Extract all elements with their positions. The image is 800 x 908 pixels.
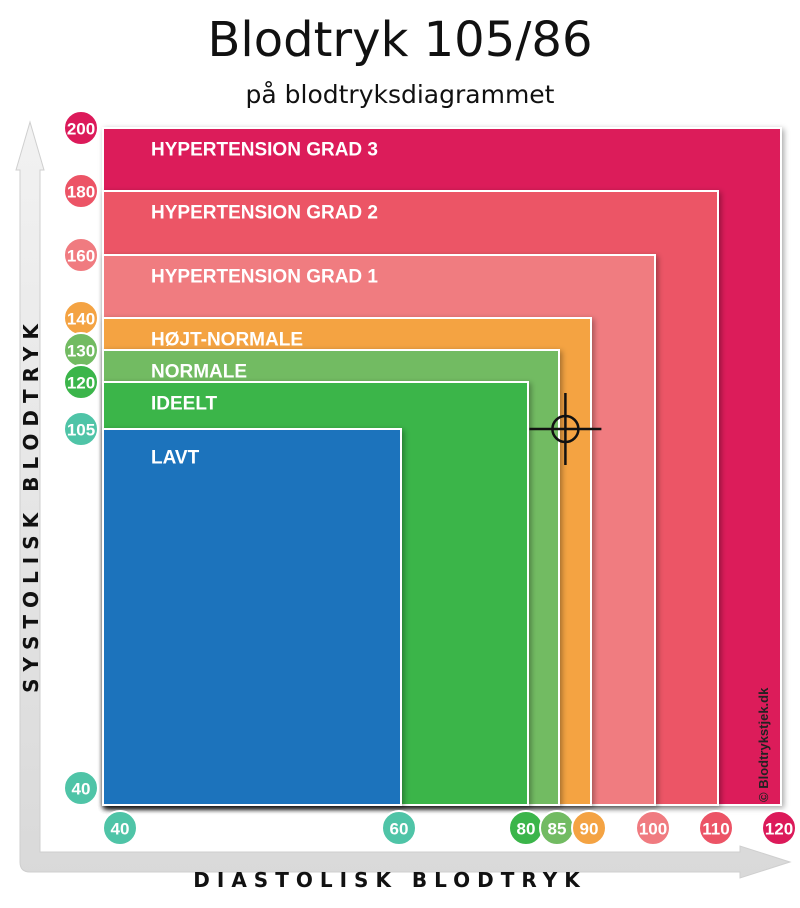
tick-label: 80 [517, 820, 536, 839]
y-tick-130: 130 [63, 332, 99, 368]
tick-label: 180 [67, 183, 95, 202]
zone-label: HYPERTENSION GRAD 1 [151, 267, 378, 288]
tick-label: 160 [67, 247, 95, 266]
zone-label: IDEELT [151, 394, 218, 415]
tick-label: 90 [580, 820, 599, 839]
tick-label: 120 [67, 374, 95, 393]
x-tick-100: 100 [635, 810, 671, 846]
zone-label: HYPERTENSION GRAD 2 [151, 203, 378, 224]
x-axis-title: DIASTOLISK BLODTRYK [193, 868, 586, 892]
y-tick-140: 140 [63, 300, 99, 336]
tick-label: 110 [702, 820, 729, 839]
tick-label: 130 [67, 342, 95, 361]
zone-label: HØJT-NORMALE [151, 330, 303, 351]
tick-label: 105 [67, 421, 95, 440]
tick-label: 120 [765, 820, 793, 839]
chart-subtitle: på blodtryksdiagrammet [245, 80, 555, 109]
zone-lavt [102, 428, 402, 806]
tick-label: 60 [390, 820, 409, 839]
x-tick-85: 85 [539, 810, 575, 846]
chart-title: Blodtryk 105/86 [207, 12, 593, 68]
x-tick-40: 40 [102, 810, 138, 846]
y-tick-105: 105 [63, 411, 99, 447]
y-tick-160: 160 [63, 237, 99, 273]
y-tick-180: 180 [63, 173, 99, 209]
zone-label: LAVT [151, 448, 200, 469]
tick-label: 85 [548, 820, 567, 839]
tick-label: 100 [639, 820, 667, 839]
x-tick-60: 60 [381, 810, 417, 846]
y-tick-120: 120 [63, 364, 99, 400]
x-tick-110: 110 [698, 810, 734, 846]
credit-text: © Blodtrykstjek.dk [756, 687, 771, 802]
tick-label: 140 [67, 310, 95, 329]
tick-label: 40 [72, 780, 91, 799]
zone-label: HYPERTENSION GRAD 3 [151, 140, 378, 161]
y-axis-title: SYSTOLISK BLODTRYK [19, 317, 43, 693]
y-tick-200: 200 [63, 110, 99, 146]
axis-arrow-shape [15, 120, 792, 879]
tick-label: 40 [111, 820, 130, 839]
y-tick-40: 40 [63, 770, 99, 806]
reading-marker [529, 393, 602, 465]
x-tick-80: 80 [508, 810, 544, 846]
zone-label: NORMALE [151, 362, 247, 383]
tick-label: 200 [67, 120, 95, 139]
x-tick-120: 120 [761, 810, 797, 846]
x-tick-90: 90 [571, 810, 607, 846]
